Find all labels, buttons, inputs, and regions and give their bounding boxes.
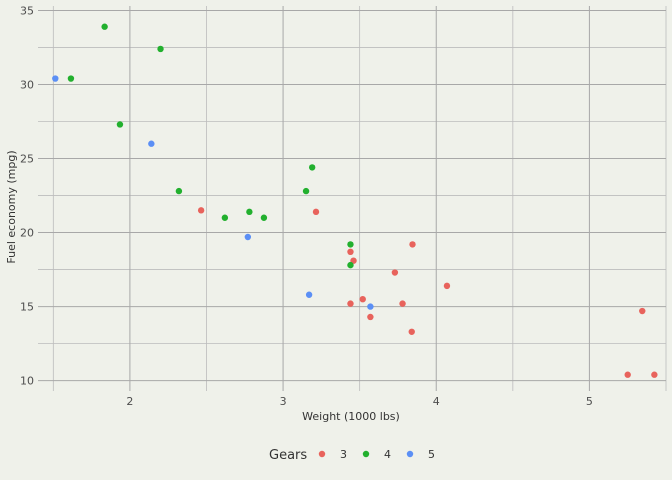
grid-lines xyxy=(38,6,667,391)
data-point-gears-4 xyxy=(101,23,108,30)
y-axis-title: Fuel economy (mpg) xyxy=(5,150,18,263)
x-tick-label: 5 xyxy=(586,395,593,408)
legend-label-3: 3 xyxy=(340,448,347,461)
data-point-gears-4 xyxy=(67,75,75,82)
data-point-gears-3 xyxy=(347,248,354,256)
legend-title: Gears xyxy=(269,448,307,463)
data-point-gears-3 xyxy=(367,313,374,321)
data-point-gears-3 xyxy=(399,300,406,307)
data-point-gears-3 xyxy=(443,282,451,290)
y-tick-label: 30 xyxy=(20,78,34,91)
data-point-gears-3 xyxy=(408,328,415,335)
axis-ticks: 2 3 4 5 10 15 20 25 30 35 xyxy=(20,4,593,408)
data-point-gears-4 xyxy=(308,164,316,171)
data-point-gears-3 xyxy=(639,307,646,315)
data-point-gears-4 xyxy=(175,187,183,195)
x-axis-title: Weight (1000 lbs) xyxy=(302,410,400,423)
y-tick-label: 15 xyxy=(20,301,34,314)
legend-label-5: 5 xyxy=(428,448,435,461)
data-point-gears-4 xyxy=(347,241,354,248)
data-point-gears-5 xyxy=(244,233,252,241)
data-point-gears-3 xyxy=(409,241,416,248)
legend-key-4 xyxy=(362,450,370,458)
x-tick-label: 2 xyxy=(126,395,133,408)
data-point-gears-4 xyxy=(260,214,268,221)
data-point-gears-3 xyxy=(359,295,366,303)
data-point-gears-4 xyxy=(116,121,124,128)
data-point-gears-4 xyxy=(221,214,229,221)
data-point-gears-3 xyxy=(312,208,320,216)
data-point-gears-4 xyxy=(302,187,310,195)
data-point-gears-5 xyxy=(367,303,374,310)
legend-label-4: 4 xyxy=(384,448,391,461)
y-tick-label: 10 xyxy=(20,375,34,388)
data-points xyxy=(52,23,658,378)
data-point-gears-5 xyxy=(52,75,59,82)
y-tick-label: 20 xyxy=(20,227,34,240)
legend: Gears 3 4 5 xyxy=(269,448,435,463)
x-tick-label: 4 xyxy=(433,395,440,408)
data-point-gears-5 xyxy=(305,291,313,298)
data-point-gears-4 xyxy=(157,45,164,53)
data-point-gears-5 xyxy=(148,140,155,147)
data-point-gears-4 xyxy=(246,208,253,216)
data-point-gears-3 xyxy=(197,207,205,214)
legend-key-5 xyxy=(406,450,414,458)
data-point-gears-3 xyxy=(391,269,399,276)
data-point-gears-4 xyxy=(347,261,354,269)
y-tick-label: 25 xyxy=(20,153,34,166)
y-tick-label: 35 xyxy=(20,4,34,17)
data-point-gears-3 xyxy=(347,300,354,307)
data-point-gears-3 xyxy=(624,371,631,378)
data-point-gears-3 xyxy=(651,371,658,378)
x-tick-label: 3 xyxy=(280,395,287,408)
legend-key-3 xyxy=(318,450,326,458)
